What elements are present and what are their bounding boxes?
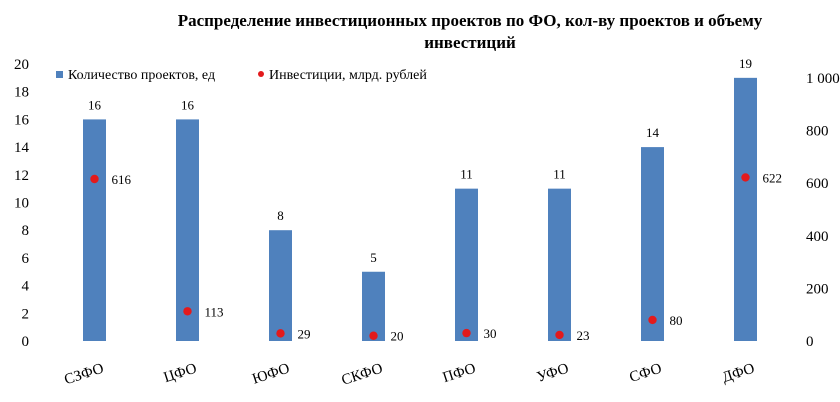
bar [269, 230, 292, 341]
left-tick-label: 16 [14, 112, 30, 128]
marker-data-label: 80 [670, 313, 683, 328]
marker-data-label: 113 [205, 304, 224, 319]
left-tick-label: 6 [22, 251, 30, 267]
category-label: ДФО [720, 361, 757, 386]
right-tick-label: 800 [806, 124, 829, 140]
left-tick-label: 2 [22, 306, 30, 322]
left-axis: 0 2 4 6 8 10 12 14 16 18 20 [14, 57, 30, 350]
marker-data-label: 616 [112, 172, 132, 187]
bar-data-label: 11 [553, 167, 566, 182]
legend-swatch-marker [258, 71, 264, 77]
left-tick-label: 0 [22, 334, 30, 350]
category-axis: СЗФО ЦФО ЮФО СКФО ПФО УФО СФО ДФО [62, 361, 757, 389]
marker-series [90, 173, 750, 340]
bar-data-label: 5 [370, 250, 377, 265]
bar [455, 188, 478, 341]
marker-data-labels: 616 113 29 20 30 23 80 622 [112, 170, 783, 343]
category-label: СФО [628, 361, 664, 386]
bar-data-label: 16 [181, 97, 195, 112]
legend-label-marker: Инвестиции, млрд. рублей [269, 68, 427, 83]
category-label: СКФО [340, 361, 385, 389]
marker-point [90, 174, 99, 184]
category-label: ПФО [441, 361, 478, 387]
marker-point [369, 331, 378, 340]
bar-series [83, 77, 757, 342]
bar-data-labels: 16 16 8 5 11 11 14 19 [88, 56, 752, 265]
legend: Количество проектов, ед Инвестиции, млрд… [56, 68, 427, 83]
bar [176, 119, 199, 342]
marker-data-label: 622 [763, 170, 783, 185]
bar [641, 147, 664, 341]
bar [734, 77, 757, 341]
marker-point [648, 315, 657, 325]
left-tick-label: 20 [14, 57, 29, 73]
marker-point [462, 328, 471, 338]
bar-data-label: 19 [739, 56, 752, 71]
left-tick-label: 4 [22, 279, 30, 295]
marker-data-label: 23 [577, 328, 590, 343]
chart-title-line2: инвестиций [424, 33, 516, 52]
marker-point [555, 330, 564, 340]
right-tick-label: 200 [806, 281, 829, 297]
right-tick-label: 600 [806, 176, 829, 192]
right-tick-label: 1 000 [806, 71, 840, 87]
category-label: ЮФО [250, 361, 292, 388]
marker-data-label: 20 [391, 329, 404, 344]
category-label: УФО [535, 361, 571, 386]
right-tick-label: 400 [806, 229, 829, 245]
category-label: ЦФО [162, 361, 199, 387]
chart-title-line1: Распределение инвестиционных проектов по… [178, 11, 763, 30]
left-tick-label: 8 [22, 223, 30, 239]
left-tick-label: 10 [14, 196, 29, 212]
category-label: СЗФО [62, 361, 106, 389]
bar [362, 271, 385, 341]
bar-data-label: 14 [646, 125, 660, 140]
legend-swatch-bar [56, 71, 63, 78]
legend-label-bar: Количество проектов, ед [68, 68, 215, 83]
bar-data-label: 16 [88, 97, 102, 112]
bar [83, 119, 106, 342]
marker-point [183, 307, 192, 316]
left-tick-label: 12 [14, 168, 29, 184]
marker-point [741, 173, 750, 182]
left-tick-label: 14 [14, 140, 30, 156]
bar-data-label: 11 [460, 167, 473, 182]
bar [548, 188, 571, 341]
marker-data-label: 30 [484, 326, 497, 341]
bar-data-label: 8 [277, 208, 284, 223]
marker-point [276, 329, 285, 338]
left-tick-label: 18 [14, 85, 29, 101]
marker-data-label: 29 [298, 326, 311, 341]
right-axis: 0 200 400 600 800 1 000 [806, 71, 840, 350]
right-tick-label: 0 [806, 334, 814, 350]
